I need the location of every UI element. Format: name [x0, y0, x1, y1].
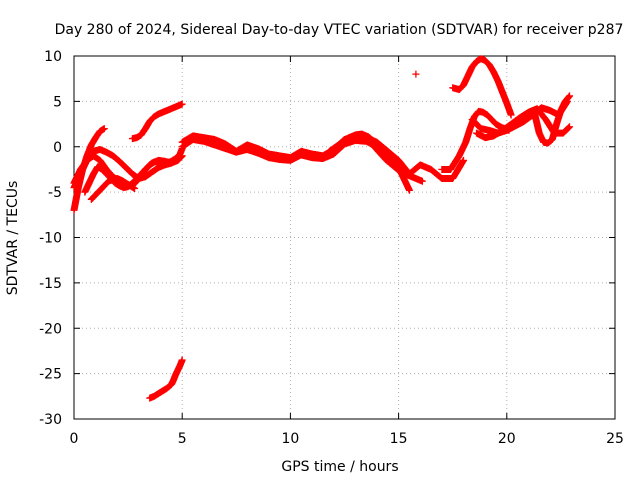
y-tick-label: 5 [53, 94, 62, 110]
series-s13-markers [438, 107, 513, 173]
x-tick-label: 15 [390, 431, 408, 447]
y-tick-label: -30 [39, 412, 62, 428]
y-tick-label: -25 [39, 367, 62, 383]
y-tick-label: -5 [48, 185, 62, 201]
grid [74, 56, 615, 419]
y-tick-label: -10 [39, 231, 62, 247]
series-s16-markers [473, 105, 574, 142]
y-tick-label: 10 [44, 49, 62, 65]
series-s7-markers [146, 356, 186, 402]
chart-title: Day 280 of 2024, Sidereal Day-to-day VTE… [55, 22, 624, 38]
series-s5-markers [87, 175, 139, 203]
x-tick-label: 0 [70, 431, 79, 447]
y-tick-label: -20 [39, 321, 62, 337]
x-tick-label: 5 [178, 431, 187, 447]
x-tick-label: 20 [498, 431, 516, 447]
axis-ticks [73, 55, 616, 420]
y-axis-label: SDTVAR / TECUs [5, 181, 21, 296]
series-s6-markers [128, 100, 186, 143]
x-axis-label: GPS time / hours [281, 459, 398, 475]
series-s17-markers [531, 92, 574, 147]
series-s11-markers [362, 134, 426, 185]
tick-labels: 0 5 10 15 20 25 10 5 0 -5 -10 -15 -20 -25 -30 [39, 49, 624, 447]
x-tick-label: 10 [281, 431, 299, 447]
series-s14-markers [449, 55, 515, 119]
y-tick-label: 0 [53, 140, 62, 156]
x-tick-label: 25 [606, 431, 624, 447]
series-s12-markers [412, 70, 420, 78]
data-points [70, 55, 574, 402]
y-tick-label: -15 [39, 276, 62, 292]
